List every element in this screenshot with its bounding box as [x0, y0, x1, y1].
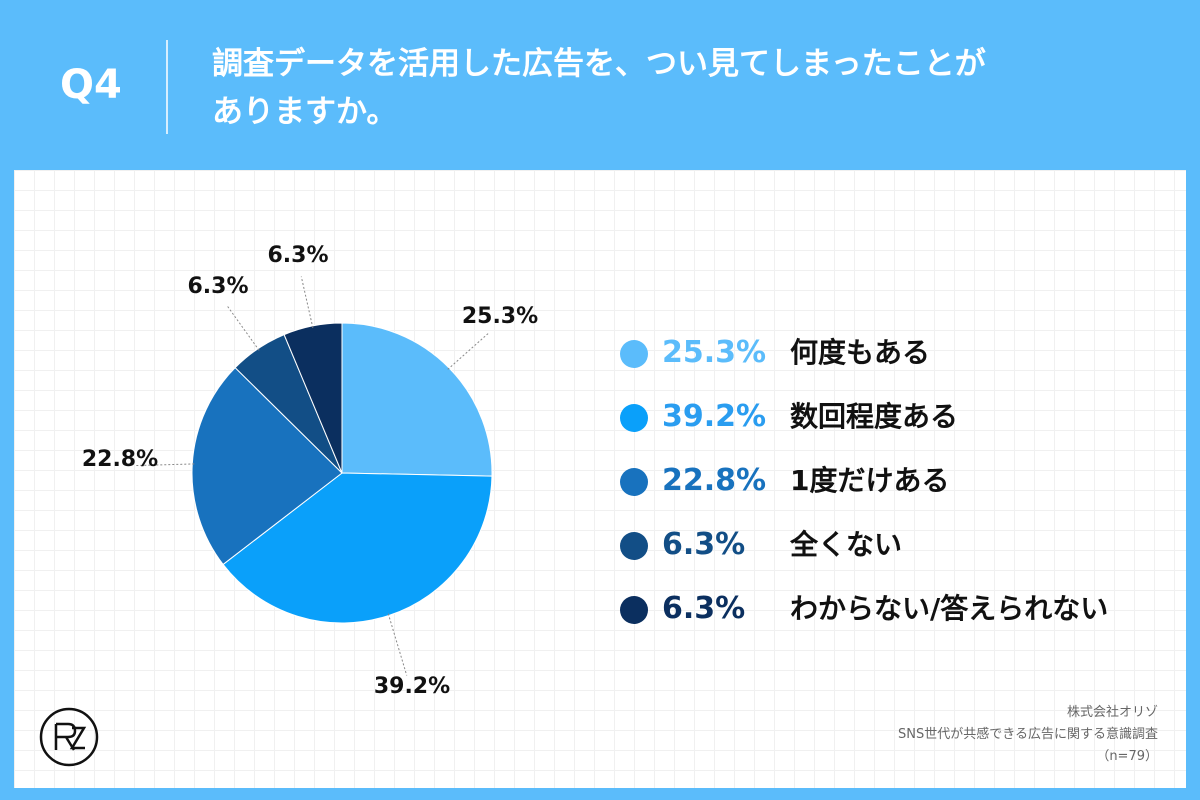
- pie-data-label: 39.2%: [374, 674, 450, 699]
- pie-data-label: 22.8%: [82, 447, 158, 472]
- legend-swatch: [620, 596, 648, 624]
- survey-title: SNS世代が共感できる広告に関する意識調査: [898, 727, 1158, 742]
- pie-leader-line: [447, 332, 489, 370]
- legend-item: 6.3% わからない/答えられない: [620, 586, 1160, 650]
- legend-swatch: [620, 468, 648, 496]
- legend-value: 6.3%: [662, 591, 746, 626]
- legend-item: 39.2% 数回程度ある: [620, 394, 1160, 458]
- legend-item: 6.3% 全くない: [620, 522, 1160, 586]
- question-number: Q4: [60, 62, 122, 108]
- pie-slice: [341, 322, 493, 477]
- legend-value: 22.8%: [662, 463, 767, 498]
- pie-data-label: 25.3%: [462, 304, 538, 329]
- legend-label: 数回程度ある: [790, 400, 959, 433]
- question-line-2: ありますか。: [212, 94, 398, 130]
- legend-label: 全くない: [790, 528, 903, 561]
- pie-data-label: 6.3%: [187, 274, 248, 299]
- footer-credit: 株式会社オリゾ SNS世代が共感できる広告に関する意識調査 （n=79）: [898, 702, 1158, 768]
- pie-leader-line: [300, 276, 314, 329]
- legend-label: わからない/答えられない: [790, 592, 1109, 625]
- company-name: 株式会社オリゾ: [1066, 705, 1158, 720]
- legend-label: 1度だけある: [790, 464, 950, 497]
- legend: 25.3% 何度もある 39.2% 数回程度ある 22.8% 1度だけある 6.3% 全くない…: [620, 330, 1160, 650]
- legend-label: 何度もある: [790, 336, 931, 369]
- legend-swatch: [620, 404, 648, 432]
- legend-value: 6.3%: [662, 527, 746, 562]
- pie-leader-line: [226, 305, 260, 351]
- question-line-1: 調査データを活用した広告を、つい見てしまったことが: [212, 46, 986, 82]
- legend-value: 39.2%: [662, 399, 767, 434]
- legend-item: 22.8% 1度だけある: [620, 458, 1160, 522]
- question-text: 調査データを活用した広告を、つい見てしまったことが ありますか。: [212, 40, 1152, 136]
- question-header: Q4 調査データを活用した広告を、つい見てしまったことが ありますか。: [0, 0, 1200, 170]
- legend-swatch: [620, 340, 648, 368]
- legend-value: 25.3%: [662, 335, 767, 370]
- legend-item: 25.3% 何度もある: [620, 330, 1160, 394]
- pie-data-label: 6.3%: [267, 243, 328, 268]
- orizo-logo: [38, 706, 100, 768]
- header-divider: [166, 40, 168, 134]
- sample-size: （n=79）: [1096, 749, 1158, 764]
- legend-swatch: [620, 532, 648, 560]
- pie-leader-line: [387, 613, 408, 676]
- pie-leader-line: [136, 463, 195, 467]
